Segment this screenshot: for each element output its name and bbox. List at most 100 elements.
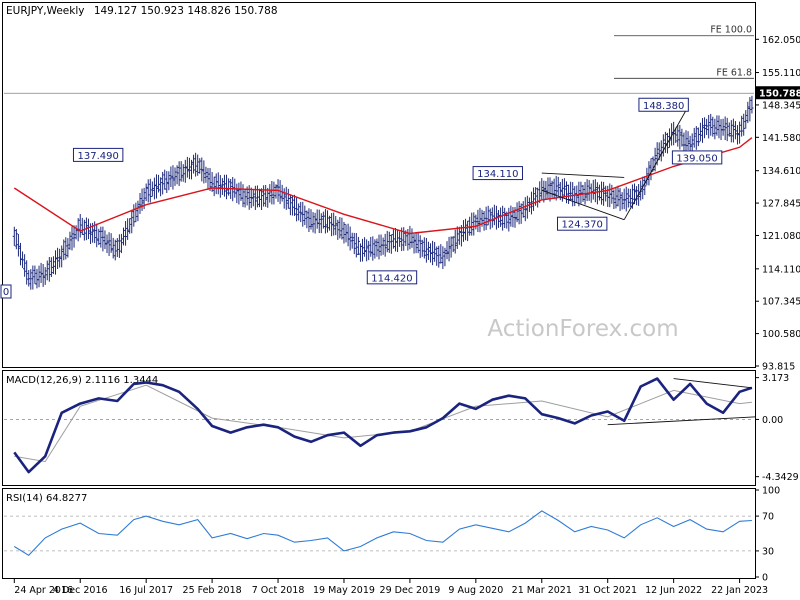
watermark: ActionForex.com [487, 316, 678, 342]
price-y-tick-label: 107.345 [762, 297, 800, 308]
price-bar [194, 152, 198, 177]
price-y-tick-label: 121.080 [762, 231, 800, 242]
price-bar [383, 233, 387, 257]
price-bar [126, 218, 130, 240]
price-bar [430, 240, 435, 266]
price-bar [540, 178, 544, 200]
price-bar [569, 181, 573, 201]
price-bar [342, 221, 346, 244]
price-panel-frame [2, 2, 756, 368]
price-bar [501, 205, 505, 231]
price-bar [235, 183, 239, 204]
price-bar [546, 177, 550, 200]
price-bar [571, 182, 575, 207]
rsi-y-tick-label: 70 [762, 512, 774, 523]
price-bar [334, 216, 338, 236]
price-bar [472, 212, 476, 236]
annotation-label: 124.370 [562, 220, 603, 231]
price-bar [47, 256, 51, 282]
price-bar [647, 161, 651, 186]
price-bar [435, 246, 439, 266]
price-plot: FE 100.0 FE 61.8 137.490 114.420 134.110 124.… [0, 25, 754, 299]
price-bar [325, 210, 330, 233]
macd-panel-frame [2, 370, 756, 486]
price-bar [538, 181, 542, 204]
price-bar [643, 175, 647, 196]
price-bar [461, 220, 466, 242]
price-bar [737, 121, 742, 144]
price-bar [377, 234, 381, 260]
price-bar [173, 167, 177, 186]
price-bar [725, 117, 729, 142]
price-bar [187, 157, 192, 180]
price-bar [470, 212, 474, 236]
price-bar [301, 201, 305, 227]
price-bar [593, 179, 597, 203]
price-bar [700, 118, 705, 143]
price-bar [121, 227, 126, 246]
price-bar [323, 209, 328, 234]
price-bar [511, 207, 515, 228]
price-bar [33, 265, 37, 285]
price-bar [278, 180, 282, 205]
price-bar [39, 262, 43, 283]
price-bar [463, 218, 468, 241]
price-bar [367, 240, 371, 261]
price-bar [428, 243, 433, 263]
price-bar [53, 250, 58, 275]
price-bar [624, 186, 628, 212]
annotation-label: 134.110 [477, 169, 518, 180]
macd-upper-trendline [673, 378, 752, 389]
price-bar [595, 182, 600, 205]
price-bar [389, 234, 393, 254]
price-bar [290, 195, 295, 216]
price-bar [457, 226, 461, 245]
price-bar [515, 202, 519, 223]
price-bar [332, 212, 336, 236]
price-bar [748, 97, 752, 122]
price-bar [484, 206, 488, 231]
price-bar [365, 239, 369, 262]
price-y-tick-label: 155.110 [762, 68, 800, 79]
price-bar [286, 188, 290, 209]
price-bar [31, 265, 35, 290]
price-bar [707, 114, 711, 139]
price-bar [241, 184, 245, 208]
price-annotation: 148.380 [638, 97, 689, 112]
price-bar [721, 118, 725, 136]
price-y-tick-label: 100.580 [762, 329, 800, 340]
axes: 162.050 155.110 148.345 141.580 134.610 127.8… [13, 35, 800, 596]
price-bar [251, 189, 255, 207]
price-bar [715, 115, 719, 136]
macd-plot [4, 377, 757, 474]
price-bar [70, 226, 74, 251]
price-bar [66, 238, 70, 258]
price-bar [202, 160, 206, 184]
price-bar [198, 158, 202, 174]
price-bar [713, 118, 717, 140]
price-bar [356, 236, 360, 255]
fibonacci-label: FE 61.8 [716, 67, 752, 78]
price-bar [200, 157, 204, 182]
triangle-upper-trendline [541, 172, 625, 178]
price-bar [284, 186, 288, 210]
x-axis-tick-label: 12 Jun 2022 [645, 585, 702, 596]
price-bar [711, 116, 715, 137]
price-bar [130, 209, 134, 234]
annotation-label: 114.420 [371, 273, 412, 284]
price-bar [449, 236, 453, 258]
price-bar [618, 188, 622, 212]
price-bar [680, 128, 684, 147]
price-bar [313, 212, 317, 234]
price-bar [27, 270, 31, 287]
price-bar [123, 221, 128, 246]
x-axis-tick-label: 31 Oct 2021 [578, 585, 637, 596]
x-axis-tick-label: 9 Aug 2020 [448, 585, 503, 596]
price-bar [154, 174, 159, 199]
price-bar [420, 239, 424, 257]
price-bar [608, 183, 612, 208]
price-bar [521, 201, 525, 218]
macd-y-tick-label: 3.173 [762, 373, 789, 384]
price-bar [169, 166, 173, 188]
price-bar [99, 226, 103, 248]
